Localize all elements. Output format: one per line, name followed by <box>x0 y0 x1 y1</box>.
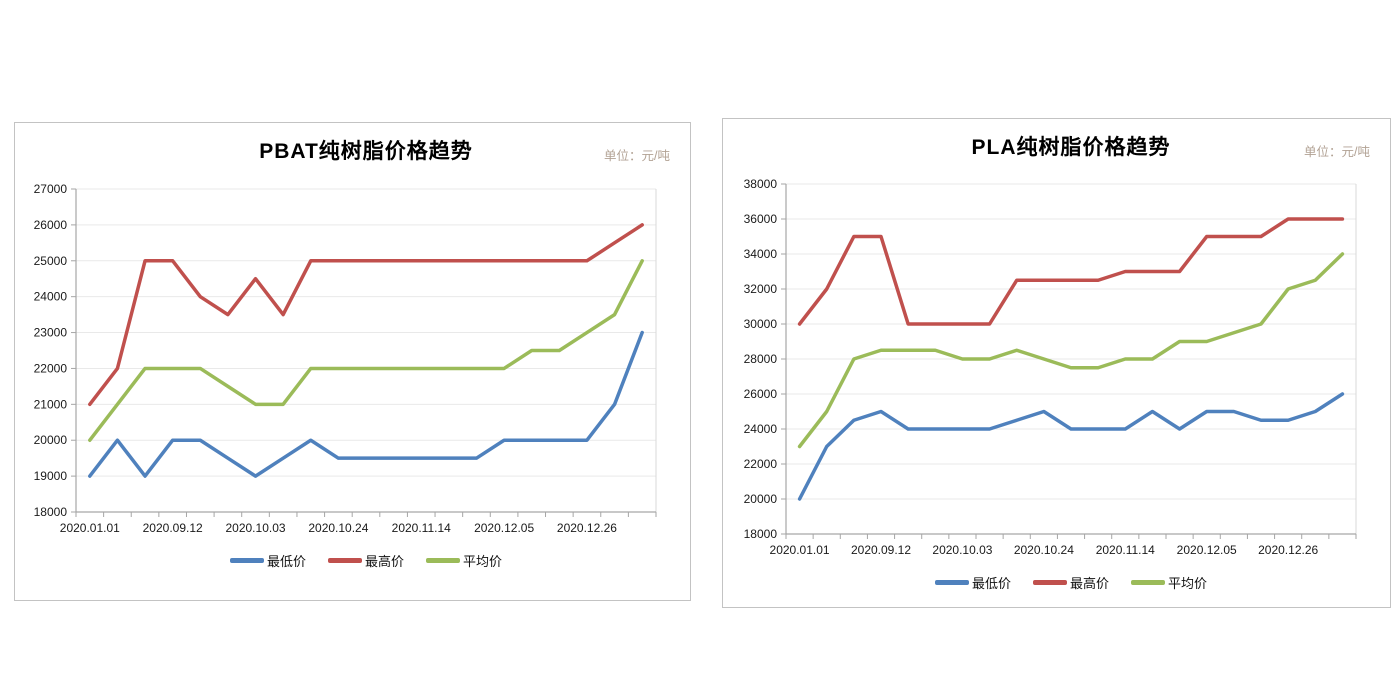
svg-text:2020.12.05: 2020.12.05 <box>1177 543 1237 557</box>
svg-text:26000: 26000 <box>744 387 778 401</box>
pbat-chart-title: PBAT纯树脂价格趋势 <box>259 140 473 163</box>
pbat-chart-card: PBAT纯树脂价格趋势 单位：元/吨 27000 26000 25000 24000 2… <box>14 122 691 601</box>
legend-item-min-price: 最低价 <box>934 573 1011 592</box>
svg-text:18000: 18000 <box>744 527 778 541</box>
legend-label-avg-price: 平均价 <box>1168 575 1208 591</box>
svg-text:2020.12.05: 2020.12.05 <box>474 521 534 535</box>
svg-text:2020.10.24: 2020.10.24 <box>308 521 368 535</box>
series-line-最高价 <box>797 217 1345 326</box>
legend-label-min-price: 最低价 <box>266 553 306 569</box>
svg-text:23000: 23000 <box>34 326 68 340</box>
pla-chart-card: PLA纯树脂价格趋势 单位：元/吨 38000 36000 34000 32000 30… <box>722 118 1391 608</box>
svg-text:22000: 22000 <box>34 361 68 375</box>
svg-text:24000: 24000 <box>34 290 68 304</box>
svg-text:22000: 22000 <box>744 457 778 471</box>
max-price-line-swatch-icon <box>327 557 362 563</box>
svg-text:2020.12.26: 2020.12.26 <box>1258 543 1318 557</box>
svg-text:30000: 30000 <box>744 317 778 331</box>
avg-price-line-swatch-icon <box>1131 579 1165 585</box>
max-price-line-swatch-icon <box>1032 579 1067 585</box>
min-price-line-swatch-icon <box>229 557 264 563</box>
svg-text:36000: 36000 <box>744 212 778 226</box>
legend-label-min-price: 最低价 <box>971 575 1011 591</box>
svg-text:32000: 32000 <box>744 282 778 296</box>
svg-text:25000: 25000 <box>34 254 68 268</box>
svg-text:34000: 34000 <box>744 247 778 261</box>
legend-label-max-price: 最高价 <box>1069 575 1109 591</box>
svg-text:21000: 21000 <box>34 397 68 411</box>
series-line-最低价 <box>88 330 644 478</box>
pla-chart-title: PLA纯树脂价格趋势 <box>971 136 1171 159</box>
svg-text:20000: 20000 <box>34 433 68 447</box>
series-line-平均价 <box>88 259 644 442</box>
pbat-legend: 最低价 最高价 平均价 <box>76 551 656 569</box>
legend-item-min-price: 最低价 <box>229 551 306 570</box>
svg-text:20000: 20000 <box>744 492 778 506</box>
svg-text:38000: 38000 <box>744 177 778 191</box>
pla-plot-area: 38000 36000 34000 32000 30000 28000 26000 24000… <box>744 177 1357 557</box>
svg-text:2020.09.12: 2020.09.12 <box>143 521 203 535</box>
legend-item-max-price: 最高价 <box>1032 573 1109 592</box>
min-price-line-swatch-icon <box>934 579 969 585</box>
svg-text:2020.09.12: 2020.09.12 <box>851 543 911 557</box>
svg-text:2020.01.01: 2020.01.01 <box>60 521 120 535</box>
pbat-plot-area: 27000 26000 25000 24000 23000 22000 21000 20000… <box>34 182 657 535</box>
legend-item-max-price: 最高价 <box>327 551 404 570</box>
legend-label-avg-price: 平均价 <box>463 553 503 569</box>
svg-text:2020.01.01: 2020.01.01 <box>770 543 830 557</box>
series-line-最低价 <box>797 392 1345 501</box>
series-line-最高价 <box>88 223 644 407</box>
svg-text:2020.11.14: 2020.11.14 <box>392 521 451 535</box>
svg-text:18000: 18000 <box>34 505 68 519</box>
legend-item-avg-price: 平均价 <box>1131 573 1207 592</box>
svg-text:19000: 19000 <box>34 469 68 483</box>
svg-text:2020.10.03: 2020.10.03 <box>932 543 992 557</box>
svg-text:2020.10.03: 2020.10.03 <box>225 521 285 535</box>
avg-price-line-swatch-icon <box>426 557 460 563</box>
legend-item-avg-price: 平均价 <box>426 551 502 570</box>
svg-text:28000: 28000 <box>744 352 778 366</box>
svg-text:26000: 26000 <box>34 218 68 232</box>
legend-label-max-price: 最高价 <box>364 553 404 569</box>
pla-legend: 最低价 最高价 平均价 <box>786 573 1356 591</box>
pla-unit-label: 单位：元/吨 <box>1304 145 1370 159</box>
series-line-平均价 <box>797 252 1345 449</box>
svg-text:27000: 27000 <box>34 182 68 196</box>
svg-text:24000: 24000 <box>744 422 778 436</box>
svg-text:2020.11.14: 2020.11.14 <box>1096 543 1155 557</box>
pbat-unit-label: 单位：元/吨 <box>604 149 670 163</box>
svg-text:2020.10.24: 2020.10.24 <box>1014 543 1074 557</box>
svg-text:2020.12.26: 2020.12.26 <box>557 521 617 535</box>
